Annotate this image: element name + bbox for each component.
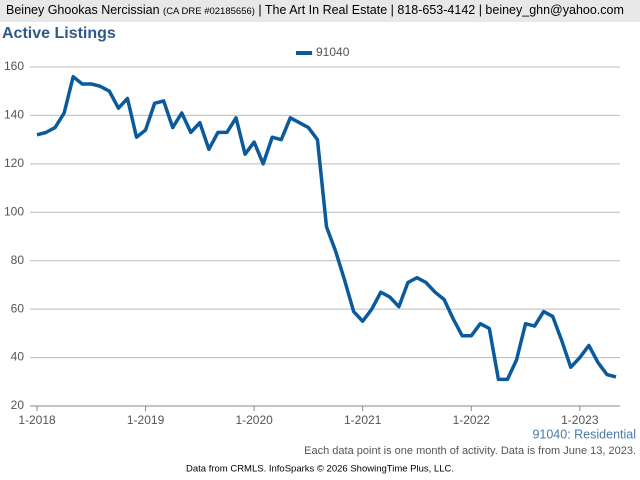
source-note: Data from CRMLS. InfoSparks © 2026 Showi… (186, 464, 454, 475)
x-tick-label: 1-2021 (344, 413, 382, 427)
y-tick-label: 140 (4, 108, 24, 122)
x-tick-label: 1-2023 (561, 413, 599, 427)
series-line (36, 74, 617, 382)
y-tick-label: 40 (11, 350, 25, 364)
y-tick-label: 80 (11, 253, 25, 267)
header: Beiney Ghookas Nercissian (CA DRE #02185… (6, 3, 624, 17)
x-tick-label: 1-2020 (235, 413, 273, 427)
legend-swatch (296, 51, 312, 55)
series-note: 91040: Residential (532, 427, 636, 441)
x-tick-label: 1-2022 (453, 413, 491, 427)
y-tick-label: 120 (4, 156, 24, 170)
header-bar (0, 0, 640, 22)
legend-label: 91040 (316, 45, 350, 59)
data-note: Each data point is one month of activity… (304, 445, 636, 457)
y-tick-label: 100 (4, 204, 24, 218)
header-license: (CA DRE #02185656) (163, 6, 255, 17)
chart-title: Active Listings (2, 25, 116, 42)
header-rest: | The Art In Real Estate | 818-653-4142 … (258, 3, 624, 17)
y-tick-label: 160 (4, 59, 24, 73)
y-tick-label: 20 (11, 398, 25, 412)
x-tick-label: 1-2019 (127, 413, 165, 427)
y-tick-label: 60 (11, 301, 25, 315)
header-name: Beiney Ghookas Nercissian (6, 3, 160, 17)
x-tick-label: 1-2018 (18, 413, 56, 427)
